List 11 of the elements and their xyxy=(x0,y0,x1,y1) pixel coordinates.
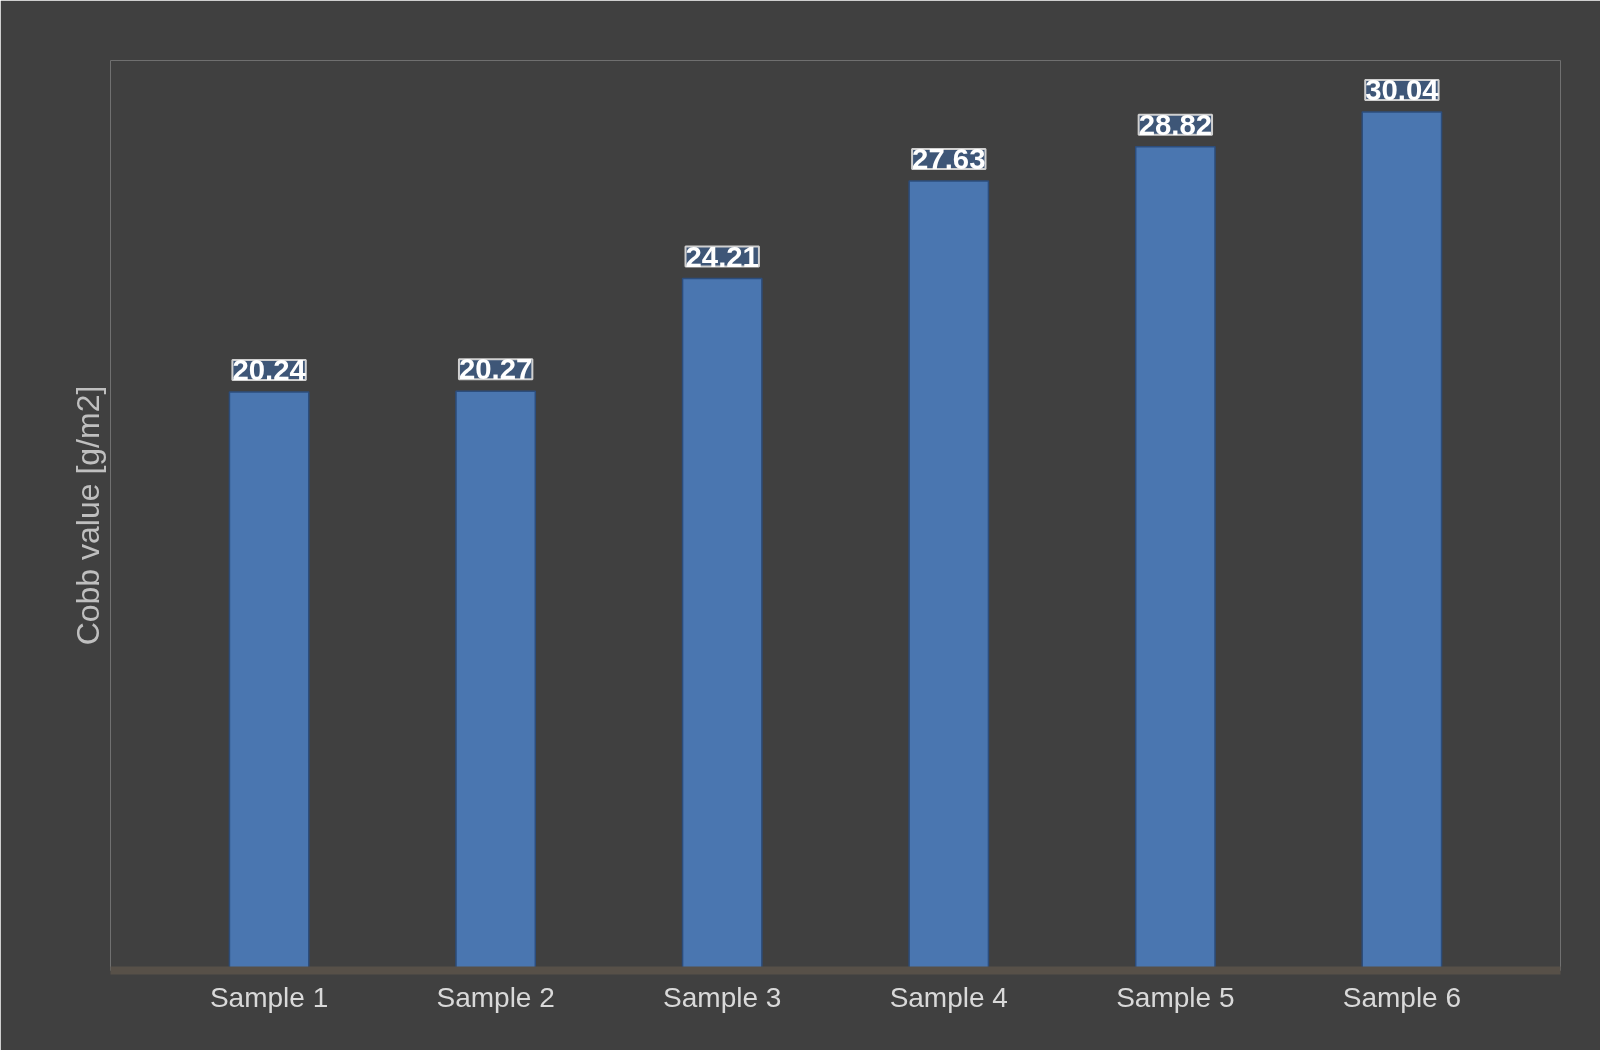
data-label: 28.82 xyxy=(1138,107,1213,141)
x-tick-label: Sample 6 xyxy=(1342,981,1462,1013)
x-tick-label: Sample 2 xyxy=(436,981,555,1013)
x-tick-label: Sample 1 xyxy=(209,981,329,1013)
x-tick-label: Sample 4 xyxy=(889,981,1008,1013)
x-tick-label: Sample 3 xyxy=(663,981,782,1013)
data-label: 20.27 xyxy=(458,352,533,386)
x-tick-label: Sample 5 xyxy=(1116,981,1235,1013)
y-axis-title: Cobb value [g/m2] xyxy=(69,385,106,646)
data-label: 24.21 xyxy=(685,239,759,273)
data-label: 27.63 xyxy=(912,141,986,175)
